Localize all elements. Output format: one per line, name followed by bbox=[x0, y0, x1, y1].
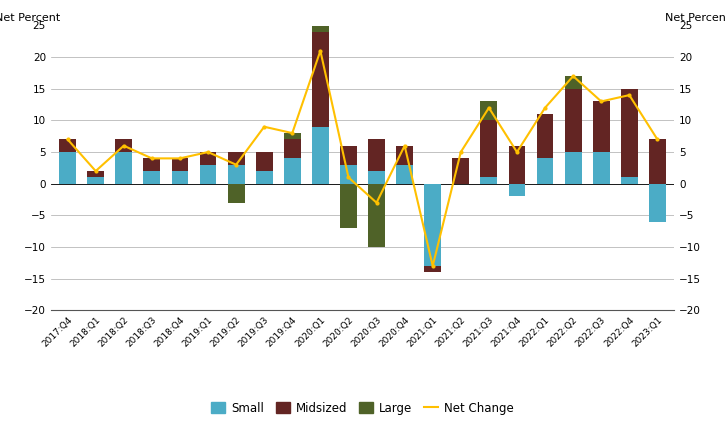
Text: Net Percent: Net Percent bbox=[0, 13, 60, 23]
Bar bbox=[593, 152, 610, 184]
Legend: Small, Midsized, Large, Net Change: Small, Midsized, Large, Net Change bbox=[211, 402, 514, 414]
Bar bbox=[368, 171, 385, 184]
Bar bbox=[144, 171, 160, 184]
Bar bbox=[565, 76, 581, 89]
Bar bbox=[284, 133, 301, 139]
Bar bbox=[424, 266, 441, 272]
Bar bbox=[59, 152, 76, 184]
Bar bbox=[649, 184, 666, 222]
Bar bbox=[593, 102, 610, 152]
Bar bbox=[115, 139, 132, 152]
Bar bbox=[312, 0, 329, 32]
Bar bbox=[172, 171, 188, 184]
Bar bbox=[59, 139, 76, 152]
Bar bbox=[340, 165, 357, 184]
Bar bbox=[340, 184, 357, 228]
Bar bbox=[368, 139, 385, 171]
Bar bbox=[452, 159, 469, 184]
Bar bbox=[621, 177, 638, 184]
Bar bbox=[312, 32, 329, 127]
Bar bbox=[649, 139, 666, 184]
Bar bbox=[396, 146, 413, 165]
Bar bbox=[481, 102, 497, 120]
Bar bbox=[199, 152, 217, 165]
Bar bbox=[481, 177, 497, 184]
Bar bbox=[481, 120, 497, 177]
Bar bbox=[115, 152, 132, 184]
Bar bbox=[508, 146, 526, 184]
Bar bbox=[396, 165, 413, 184]
Bar bbox=[228, 165, 244, 184]
Bar bbox=[284, 139, 301, 159]
Bar bbox=[256, 171, 273, 184]
Bar bbox=[256, 152, 273, 171]
Bar bbox=[284, 159, 301, 184]
Bar bbox=[340, 146, 357, 165]
Bar bbox=[536, 159, 553, 184]
Bar bbox=[87, 177, 104, 184]
Bar bbox=[228, 152, 244, 165]
Bar bbox=[368, 184, 385, 247]
Bar bbox=[312, 127, 329, 184]
Bar bbox=[87, 171, 104, 177]
Bar bbox=[508, 184, 526, 196]
Bar bbox=[536, 114, 553, 159]
Bar bbox=[144, 159, 160, 171]
Bar bbox=[565, 152, 581, 184]
Bar bbox=[228, 184, 244, 203]
Bar bbox=[424, 184, 441, 266]
Bar bbox=[565, 89, 581, 152]
Bar bbox=[199, 165, 217, 184]
Bar bbox=[172, 159, 188, 171]
Text: Net Percent: Net Percent bbox=[665, 13, 725, 23]
Bar bbox=[621, 89, 638, 177]
